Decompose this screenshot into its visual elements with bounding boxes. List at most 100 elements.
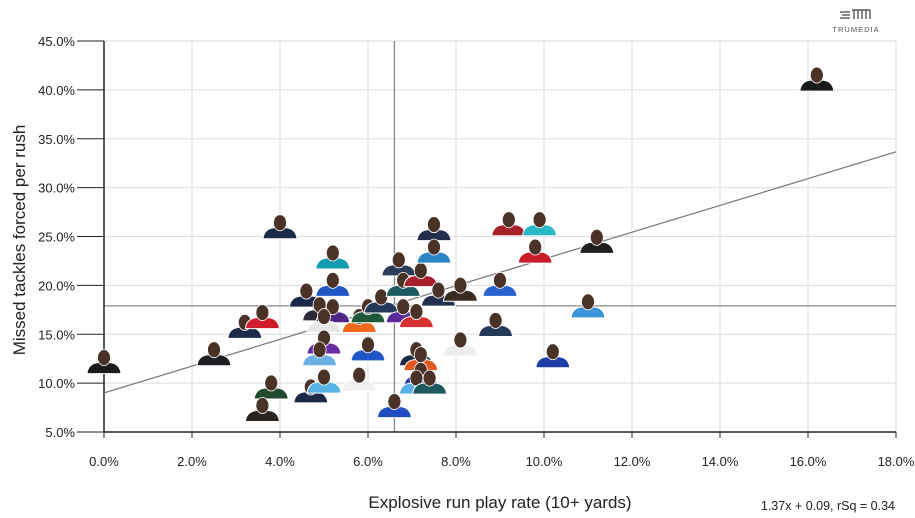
jersey <box>302 354 338 367</box>
player-headshot-point <box>86 349 122 375</box>
y-tick-label: 15.0% <box>38 327 75 342</box>
jersey <box>350 349 386 362</box>
player-headshot-point <box>253 374 289 400</box>
player-headshot-point <box>306 308 342 334</box>
x-tick-label: 14.0% <box>702 454 739 469</box>
player-head <box>97 349 111 366</box>
player-headshot-point <box>350 336 386 362</box>
jersey <box>799 79 835 92</box>
x-tick-label: 4.0% <box>265 454 295 469</box>
player-head <box>396 298 411 316</box>
player-head <box>299 282 314 300</box>
x-tick-label: 6.0% <box>353 454 383 469</box>
player-headshot-point <box>442 276 478 302</box>
data-points <box>86 66 835 422</box>
x-tick-labels: 0.0% 2.0% 4.0% 6.0% 8.0% 10.0% 12.0% 14.0% 16.0%… <box>89 454 915 469</box>
player-head <box>581 293 595 311</box>
player-head <box>273 214 287 232</box>
jersey <box>442 344 478 357</box>
player-headshot-point <box>341 366 377 392</box>
x-tick-label: 8.0% <box>441 454 471 469</box>
player-headshot-point <box>244 304 280 330</box>
jersey <box>517 251 553 264</box>
player-headshot-point <box>482 271 518 297</box>
player-head <box>532 211 547 229</box>
jersey <box>398 316 434 329</box>
trendline-equation: 1.37x + 0.09, rSq = 0.34 <box>761 499 895 513</box>
jersey <box>416 251 452 264</box>
player-headshot-point <box>315 244 351 270</box>
player-headshot-point <box>478 312 514 337</box>
player-headshot-point <box>376 393 412 419</box>
y-axis-title: Missed tackles forced per rush <box>10 125 29 356</box>
logo-text: TRUMEDIA <box>832 25 879 34</box>
player-headshot-point <box>522 211 558 237</box>
player-head <box>409 303 424 321</box>
jersey <box>478 324 514 337</box>
axes <box>77 40 897 438</box>
x-tick-label: 18.0% <box>878 454 915 469</box>
player-head <box>493 271 507 289</box>
jersey <box>341 379 377 392</box>
trumedia-logo-icon <box>840 9 871 19</box>
y-tick-label: 40.0% <box>38 83 75 98</box>
y-tick-label: 20.0% <box>38 278 75 293</box>
player-head <box>255 304 270 322</box>
player-head <box>391 251 406 269</box>
player-head <box>317 308 331 325</box>
player-headshot-point <box>306 368 342 394</box>
y-tick-label: 5.0% <box>45 425 75 440</box>
gridlines <box>104 40 897 432</box>
player-head <box>545 343 560 361</box>
jersey <box>262 227 298 240</box>
y-tick-label: 25.0% <box>38 230 75 245</box>
x-tick-label: 16.0% <box>790 454 827 469</box>
jersey <box>522 224 558 237</box>
player-head <box>589 228 604 246</box>
player-headshot-point <box>517 238 553 264</box>
jersey <box>244 409 280 422</box>
jersey <box>315 257 351 270</box>
trumedia-logo: TRUMEDIA <box>832 9 879 34</box>
x-tick-label: 0.0% <box>89 454 119 469</box>
player-headshot-point <box>196 341 232 367</box>
player-head <box>264 374 279 392</box>
player-headshot-point <box>315 271 351 297</box>
player-head <box>413 262 428 280</box>
player-headshot-point <box>416 238 452 264</box>
player-head <box>431 281 446 299</box>
player-head <box>352 366 367 384</box>
y-tick-label: 10.0% <box>38 376 75 391</box>
average-lines <box>104 41 896 432</box>
player-headshot-point <box>799 66 835 92</box>
player-headshot-point <box>398 303 434 329</box>
x-tick-label: 2.0% <box>177 454 207 469</box>
jersey <box>412 382 448 395</box>
jersey <box>570 306 606 319</box>
jersey <box>315 284 351 297</box>
player-headshot-point <box>491 211 527 237</box>
player-head <box>325 271 340 289</box>
player-headshot-point <box>535 343 571 369</box>
y-tick-label: 45.0% <box>38 34 75 49</box>
jersey <box>306 381 342 394</box>
y-tick-labels: 5.0% 10.0% 15.0% 20.0% 25.0% 30.0% 35.0% 40.0% 4… <box>38 34 75 440</box>
jersey <box>376 406 412 419</box>
jersey <box>86 362 122 375</box>
jersey <box>416 229 452 242</box>
player-head <box>427 238 441 256</box>
player-headshot-point <box>579 228 615 254</box>
player-headshot-point <box>403 262 439 288</box>
player-head <box>528 238 543 256</box>
jersey <box>244 317 280 330</box>
player-headshot-point <box>570 293 606 319</box>
player-head <box>809 66 824 84</box>
player-head <box>413 346 428 364</box>
jersey <box>482 284 518 297</box>
player-head <box>422 369 437 387</box>
player-head <box>427 216 441 234</box>
player-head <box>387 393 402 410</box>
player-head <box>488 312 503 329</box>
player-head <box>207 341 221 359</box>
